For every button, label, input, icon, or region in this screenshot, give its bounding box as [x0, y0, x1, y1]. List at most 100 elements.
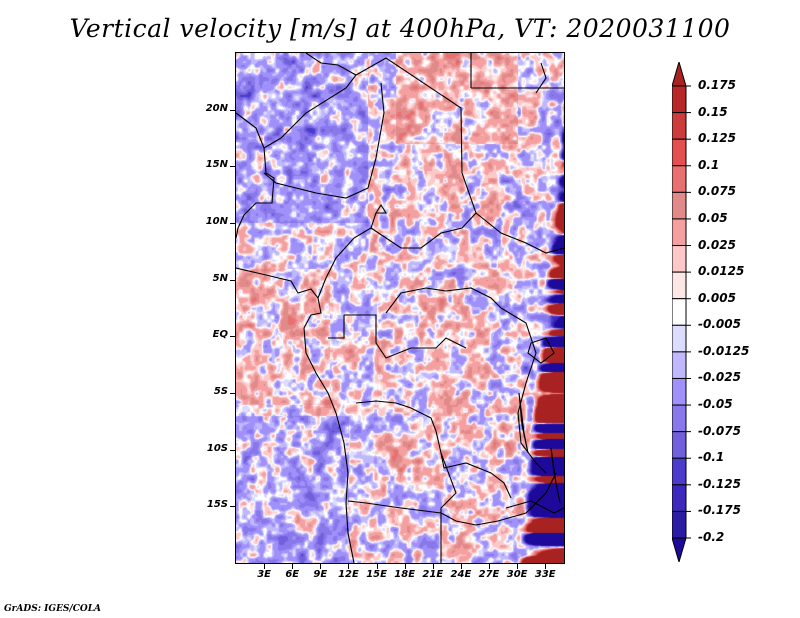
lon-tick-mark: [545, 564, 547, 569]
lon-tick-label: 33E: [534, 569, 556, 580]
lon-tick-mark: [264, 564, 266, 569]
lat-tick-mark: [230, 223, 235, 224]
border-car-drc: [385, 287, 502, 314]
colorbar-label: 0.1: [698, 157, 720, 172]
colorbar-extend-max: [672, 62, 687, 87]
country-borders: [236, 53, 564, 563]
lat-tick-mark: [230, 336, 235, 338]
colorbar: [672, 62, 691, 562]
lat-tick-mark: [230, 109, 235, 111]
colorbar-box: [672, 351, 687, 379]
lon-tick-mark: [517, 564, 519, 569]
lon-tick-label: 21E: [422, 569, 444, 580]
colorbar-box: [672, 377, 687, 406]
lake-victoria: [527, 337, 555, 364]
lon-tick-mark: [489, 564, 491, 569]
chart-title: Vertical velocity [m/s] at 400hPa, VT: 2…: [69, 14, 731, 43]
lat-tick-label: 10N: [205, 216, 228, 227]
lat-tick-mark: [230, 166, 235, 168]
lake-malawi: [550, 447, 561, 504]
border-gabon: [328, 315, 345, 339]
colorbar-box: [672, 165, 687, 193]
lon-tick-mark: [404, 564, 406, 569]
lat-tick-mark: [230, 279, 235, 281]
lat-tick-label: 5N: [212, 272, 228, 284]
lon-tick-mark: [292, 564, 294, 569]
lat-tick-label: 15S: [206, 499, 228, 511]
colorbar-box: [672, 138, 687, 167]
colorbar-label: -0.025: [698, 370, 741, 385]
border-tanzania-moz: [505, 500, 564, 514]
lon-tick-label: 27E: [478, 569, 500, 580]
lon-tick-label: 15E: [366, 569, 387, 580]
lon-tick-mark: [348, 564, 350, 569]
colorbar-label: -0.005: [698, 317, 741, 332]
lat-tick-label: 20N: [205, 102, 228, 114]
lat-tick-mark: [230, 506, 235, 508]
border-zambia: [440, 452, 457, 563]
lat-tick-label: EQ: [212, 329, 228, 341]
border-angola-east: [440, 452, 512, 499]
lon-tick-label: 6E: [285, 569, 300, 580]
lon-tick-label: 30E: [506, 569, 528, 580]
lake-rudolf: [535, 62, 547, 94]
grads-credit: GrADS: IGES/COLA: [4, 604, 102, 614]
lon-tick-mark: [320, 564, 322, 569]
border-libya-chad: [355, 57, 463, 174]
colorbar-label: 0.0125: [698, 264, 745, 279]
colorbar-label: -0.175: [698, 503, 741, 518]
colorbar-box: [672, 271, 687, 300]
colorbar-box: [672, 218, 687, 247]
lon-tick-label: 9E: [313, 569, 328, 580]
colorbar-label: 0.15: [698, 104, 728, 119]
vertical-velocity-field: [236, 53, 564, 563]
border-nigeria-niger: [263, 172, 369, 199]
lon-tick-mark: [432, 564, 434, 569]
colorbar-label: -0.05: [698, 397, 733, 412]
colorbar-box: [672, 245, 687, 273]
border-drc-east: [500, 307, 547, 474]
lat-tick-label: 15N: [205, 159, 228, 171]
colorbar-box: [672, 324, 687, 353]
colorbar-label: 0.125: [698, 131, 736, 146]
lat-tick-mark: [230, 393, 235, 394]
lon-tick-mark: [460, 564, 462, 569]
lon-tick-label: 18E: [394, 569, 416, 580]
border-sudan-south: [475, 212, 564, 254]
lon-tick-label: 24E: [450, 569, 472, 580]
colorbar-box: [672, 484, 687, 512]
lon-tick-label: 12E: [338, 569, 359, 580]
colorbar-extend-min: [672, 537, 687, 562]
border-chad-car: [370, 172, 477, 249]
colorbar-label: 0.075: [698, 184, 736, 199]
colorbar-box: [672, 404, 687, 433]
colorbar-label: -0.0125: [698, 343, 750, 358]
border-nigeria-cameroon: [317, 212, 377, 299]
lat-tick-mark: [230, 449, 235, 451]
coastline-gulf-of-guinea: [236, 267, 355, 563]
colorbar-label: -0.1: [698, 450, 725, 465]
border-congo: [344, 314, 467, 359]
lat-tick-label: 10S: [206, 442, 228, 454]
lon-tick-label: 3E: [257, 569, 271, 580]
colorbar-box: [672, 112, 687, 140]
colorbar-label: 0.175: [698, 78, 736, 92]
lat-tick-label: 5S: [213, 386, 228, 397]
colorbar-label: 0.005: [698, 290, 736, 305]
border-algeria-niger: [263, 53, 357, 149]
lon-tick-mark: [376, 564, 378, 569]
border-niger-chad: [367, 82, 385, 189]
lake-tanganyika: [518, 392, 529, 454]
border-namibia: [455, 472, 557, 526]
colorbar-box: [672, 457, 687, 486]
border-angola-north: [355, 400, 442, 454]
colorbar-label: -0.075: [698, 423, 741, 438]
coastline-west-africa: [236, 112, 275, 239]
lake-chad: [375, 203, 387, 214]
map-panel: [236, 53, 564, 563]
colorbar-label: 0.05: [698, 210, 728, 225]
colorbar-box: [672, 431, 687, 459]
colorbar-label: 0.025: [698, 237, 736, 252]
colorbar-box: [672, 191, 687, 220]
colorbar-box: [672, 510, 687, 539]
